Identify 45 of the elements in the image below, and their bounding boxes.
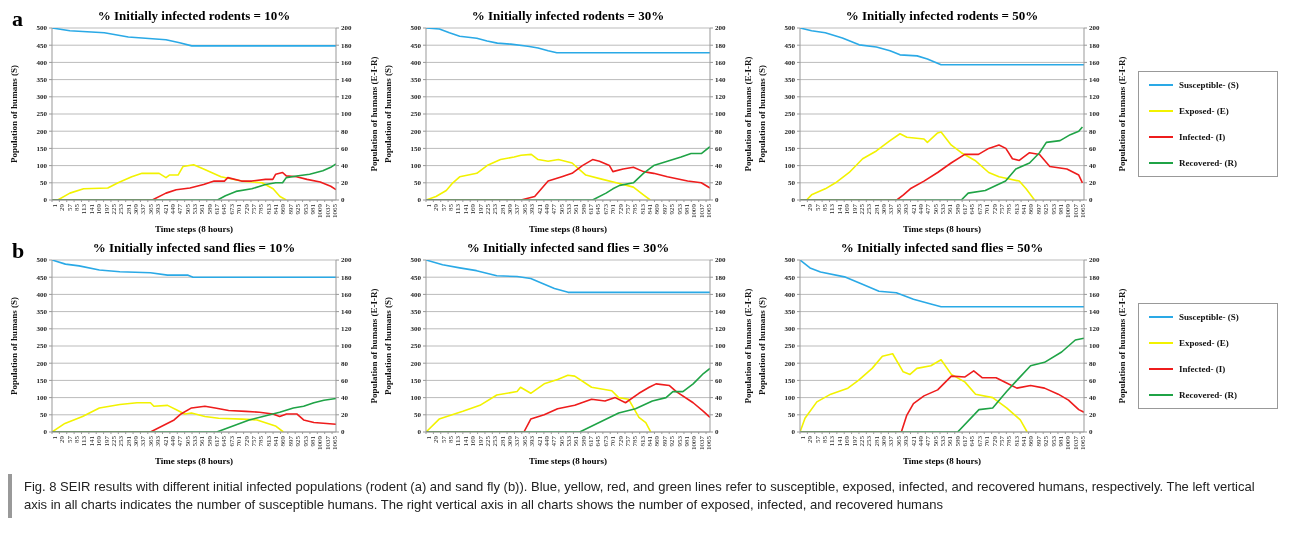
legend-label: Recovered- (R) xyxy=(1179,158,1238,168)
caption: Fig. 8 SEIR results with different initial infected populations (rodent (a) and sand fly (b)). Blue, yellow, red, and green lines refer to susceptible, exposed, infected, and recovered humans, respectively. The left vertical axis in all charts indicates the number of susceptible humans. The right vertical axis in all charts shows the number of exposed, infected, and recovered humans xyxy=(8,474,1286,518)
line-series xyxy=(800,352,1028,432)
line-series xyxy=(800,260,1084,308)
legend-label: Infected- (I) xyxy=(1179,132,1226,142)
line-series xyxy=(426,260,710,294)
y-axis-title: Population of humans (S) xyxy=(757,297,768,395)
line-series xyxy=(426,374,652,432)
chart-title: % Initially infected rodents = 10% xyxy=(97,8,291,23)
line-series xyxy=(800,28,1084,66)
y2-axis-title: Population of humans (E-I-R) xyxy=(1117,56,1128,172)
line-series xyxy=(52,260,336,278)
chart-title: % Initially infected rodents = 30% xyxy=(470,8,666,24)
chart-title: % Initially infected sand flies = 30% xyxy=(465,240,671,256)
y2-axis-title: Population of humans (E-I-R) xyxy=(369,56,380,172)
x-axis-title: Time steps (8 hours) xyxy=(901,224,983,236)
legend-label: Exposed- (E) xyxy=(1179,106,1229,116)
y-axis-title: Population of humans (S) xyxy=(383,65,394,163)
x-axis-title: Time steps (8 hours) xyxy=(901,456,983,468)
y2-axis-title: Population of humans (E-I-R) xyxy=(369,288,380,404)
y-axis-title: Population of humans (S) xyxy=(9,65,20,163)
y2-axis-title: Population of humans (E-I-R) xyxy=(743,56,754,172)
x-axis-title: Time steps (8 hours) xyxy=(527,456,609,468)
y-axis-title: Population of humans (S) xyxy=(383,297,394,395)
x-axis-title: Time steps (8 hours) xyxy=(527,224,609,236)
legend-label: Exposed- (E) xyxy=(1179,338,1229,348)
y-axis-title: Population of humans (S) xyxy=(757,65,768,163)
legend-label: Infected- (I) xyxy=(1179,364,1226,374)
line-series xyxy=(426,153,652,200)
x-axis-title: Time steps (8 hours) xyxy=(153,224,235,236)
x-axis-title: Time steps (8 hours) xyxy=(153,456,235,468)
line-series xyxy=(426,28,710,54)
line-series xyxy=(52,28,336,47)
chart-title: % Initially infected sand flies = 10% xyxy=(92,240,296,255)
y-axis-title: Population of humans (S) xyxy=(9,297,20,395)
legend-label: Susceptible- (S) xyxy=(1179,312,1239,322)
y2-axis-title: Population of humans (E-I-R) xyxy=(1117,288,1128,404)
chart-title: % Initially infected rodents = 50% xyxy=(844,8,1040,24)
text: b xyxy=(12,238,25,264)
chart-title: % Initially infected sand flies = 50% xyxy=(839,240,1045,256)
legend-label: Susceptible- (S) xyxy=(1179,80,1239,90)
line-series xyxy=(52,401,285,432)
text: a xyxy=(12,6,23,32)
y2-axis-title: Population of humans (E-I-R) xyxy=(743,288,754,404)
legend-label: Recovered- (R) xyxy=(1179,390,1238,400)
